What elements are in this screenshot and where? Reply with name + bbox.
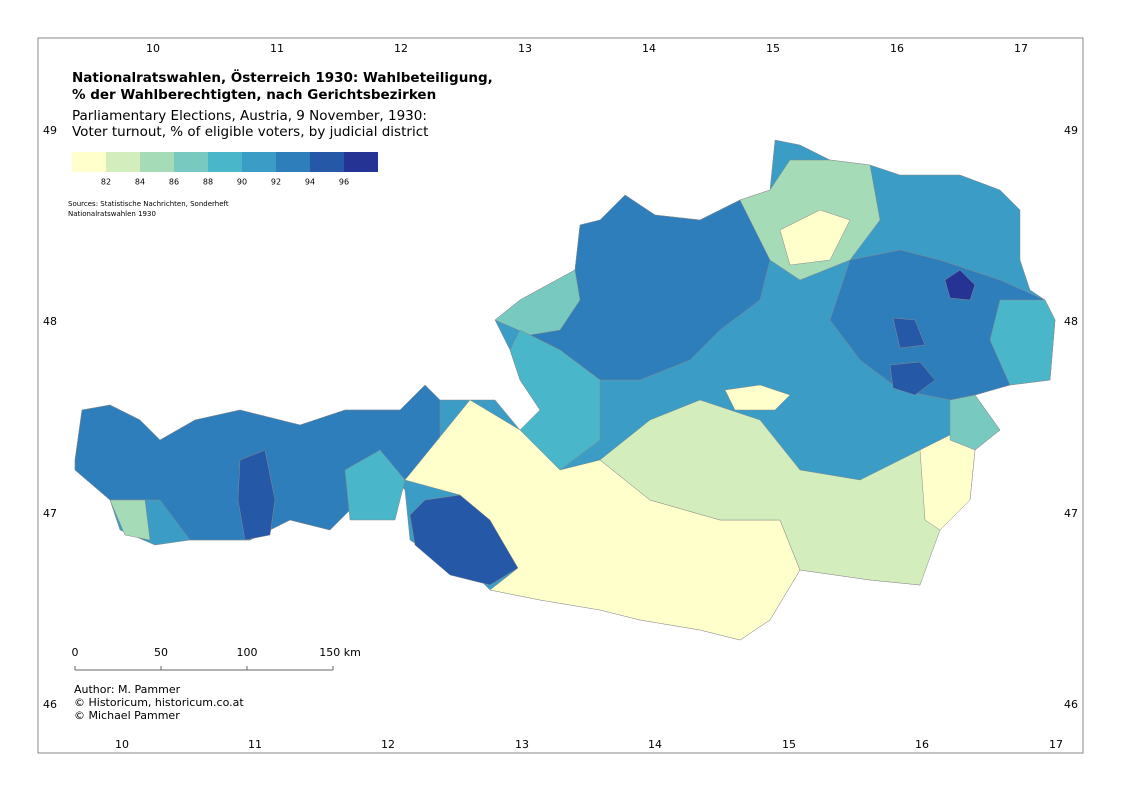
legend-label: 94	[305, 178, 315, 187]
longitude-label: 15	[766, 42, 780, 55]
legend-label: 90	[237, 178, 247, 187]
longitude-label: 12	[394, 42, 408, 55]
region-ennstal	[724, 384, 791, 411]
title: % der Wahlberechtigten, nach Gerichtsbez…	[72, 87, 436, 103]
legend-swatch	[208, 152, 242, 172]
latitude-label: 48	[43, 315, 57, 328]
legend-swatch	[242, 152, 276, 172]
longitude-label: 14	[642, 42, 656, 55]
longitude-label: 14	[648, 738, 662, 751]
longitude-label: 10	[115, 738, 129, 751]
longitude-label: 12	[381, 738, 395, 751]
region-salzburg	[509, 329, 601, 471]
region-salzburg-south	[344, 449, 406, 521]
austria-map	[74, 139, 1056, 641]
credit: © Historicum, historicum.co.at	[74, 696, 244, 709]
legend-swatch	[106, 152, 140, 172]
legend-swatch	[344, 152, 378, 172]
scale-label: 150 km	[319, 646, 361, 659]
legend-label: 96	[339, 178, 349, 187]
source: Sources: Statistische Nachrichten, Sonde…	[68, 200, 229, 208]
legend-label: 82	[101, 178, 111, 187]
legend-swatch	[174, 152, 208, 172]
legend-label: 86	[169, 178, 179, 187]
credit: Author: M. Pammer	[74, 683, 181, 696]
credit: © Michael Pammer	[74, 709, 180, 722]
latitude-label: 49	[43, 124, 57, 137]
region-tyrol-dark	[237, 449, 276, 541]
legend-swatch	[140, 152, 174, 172]
scale-label: 100	[237, 646, 258, 659]
latitude-label: 46	[43, 698, 57, 711]
longitude-label: 11	[248, 738, 262, 751]
region-waldviertel-pale	[779, 209, 851, 266]
legend-label: 84	[135, 178, 145, 187]
frame	[37, 37, 1084, 754]
legend-swatch	[276, 152, 310, 172]
subtitle: Voter turnout, % of eligible voters, by …	[72, 124, 428, 140]
region-carinthia	[404, 399, 801, 641]
source: Nationalratswahlen 1930	[68, 210, 156, 218]
legend-swatch	[310, 152, 344, 172]
latitude-label: 48	[1064, 315, 1078, 328]
title: Nationalratswahlen, Österreich 1930: Wah…	[72, 68, 493, 86]
region-wiener-neustadt	[889, 361, 936, 396]
longitude-label: 17	[1049, 738, 1063, 751]
latitude-label: 47	[1064, 507, 1078, 520]
latitude-label: 49	[1064, 124, 1078, 137]
legend-label: 92	[271, 178, 281, 187]
longitude-label: 13	[515, 738, 529, 751]
region-marchfeld	[989, 299, 1056, 386]
legend-swatch	[72, 152, 106, 172]
longitude-label: 15	[782, 738, 796, 751]
latitude-label: 47	[43, 507, 57, 520]
longitude-label: 13	[518, 42, 532, 55]
scale-label: 50	[154, 646, 168, 659]
scale-label: 0	[72, 646, 79, 659]
region-vorarlberg-south	[109, 499, 151, 541]
region-vienna	[944, 269, 976, 301]
legend-label: 88	[203, 178, 213, 187]
longitude-label: 10	[146, 42, 160, 55]
region-burgenland-north	[949, 394, 1001, 451]
latitude-label: 46	[1064, 698, 1078, 711]
region-st-poelten	[892, 317, 926, 349]
longitude-label: 16	[890, 42, 904, 55]
longitude-label: 11	[270, 42, 284, 55]
subtitle: Parliamentary Elections, Austria, 9 Nove…	[72, 108, 427, 124]
longitude-label: 16	[915, 738, 929, 751]
longitude-label: 17	[1014, 42, 1028, 55]
